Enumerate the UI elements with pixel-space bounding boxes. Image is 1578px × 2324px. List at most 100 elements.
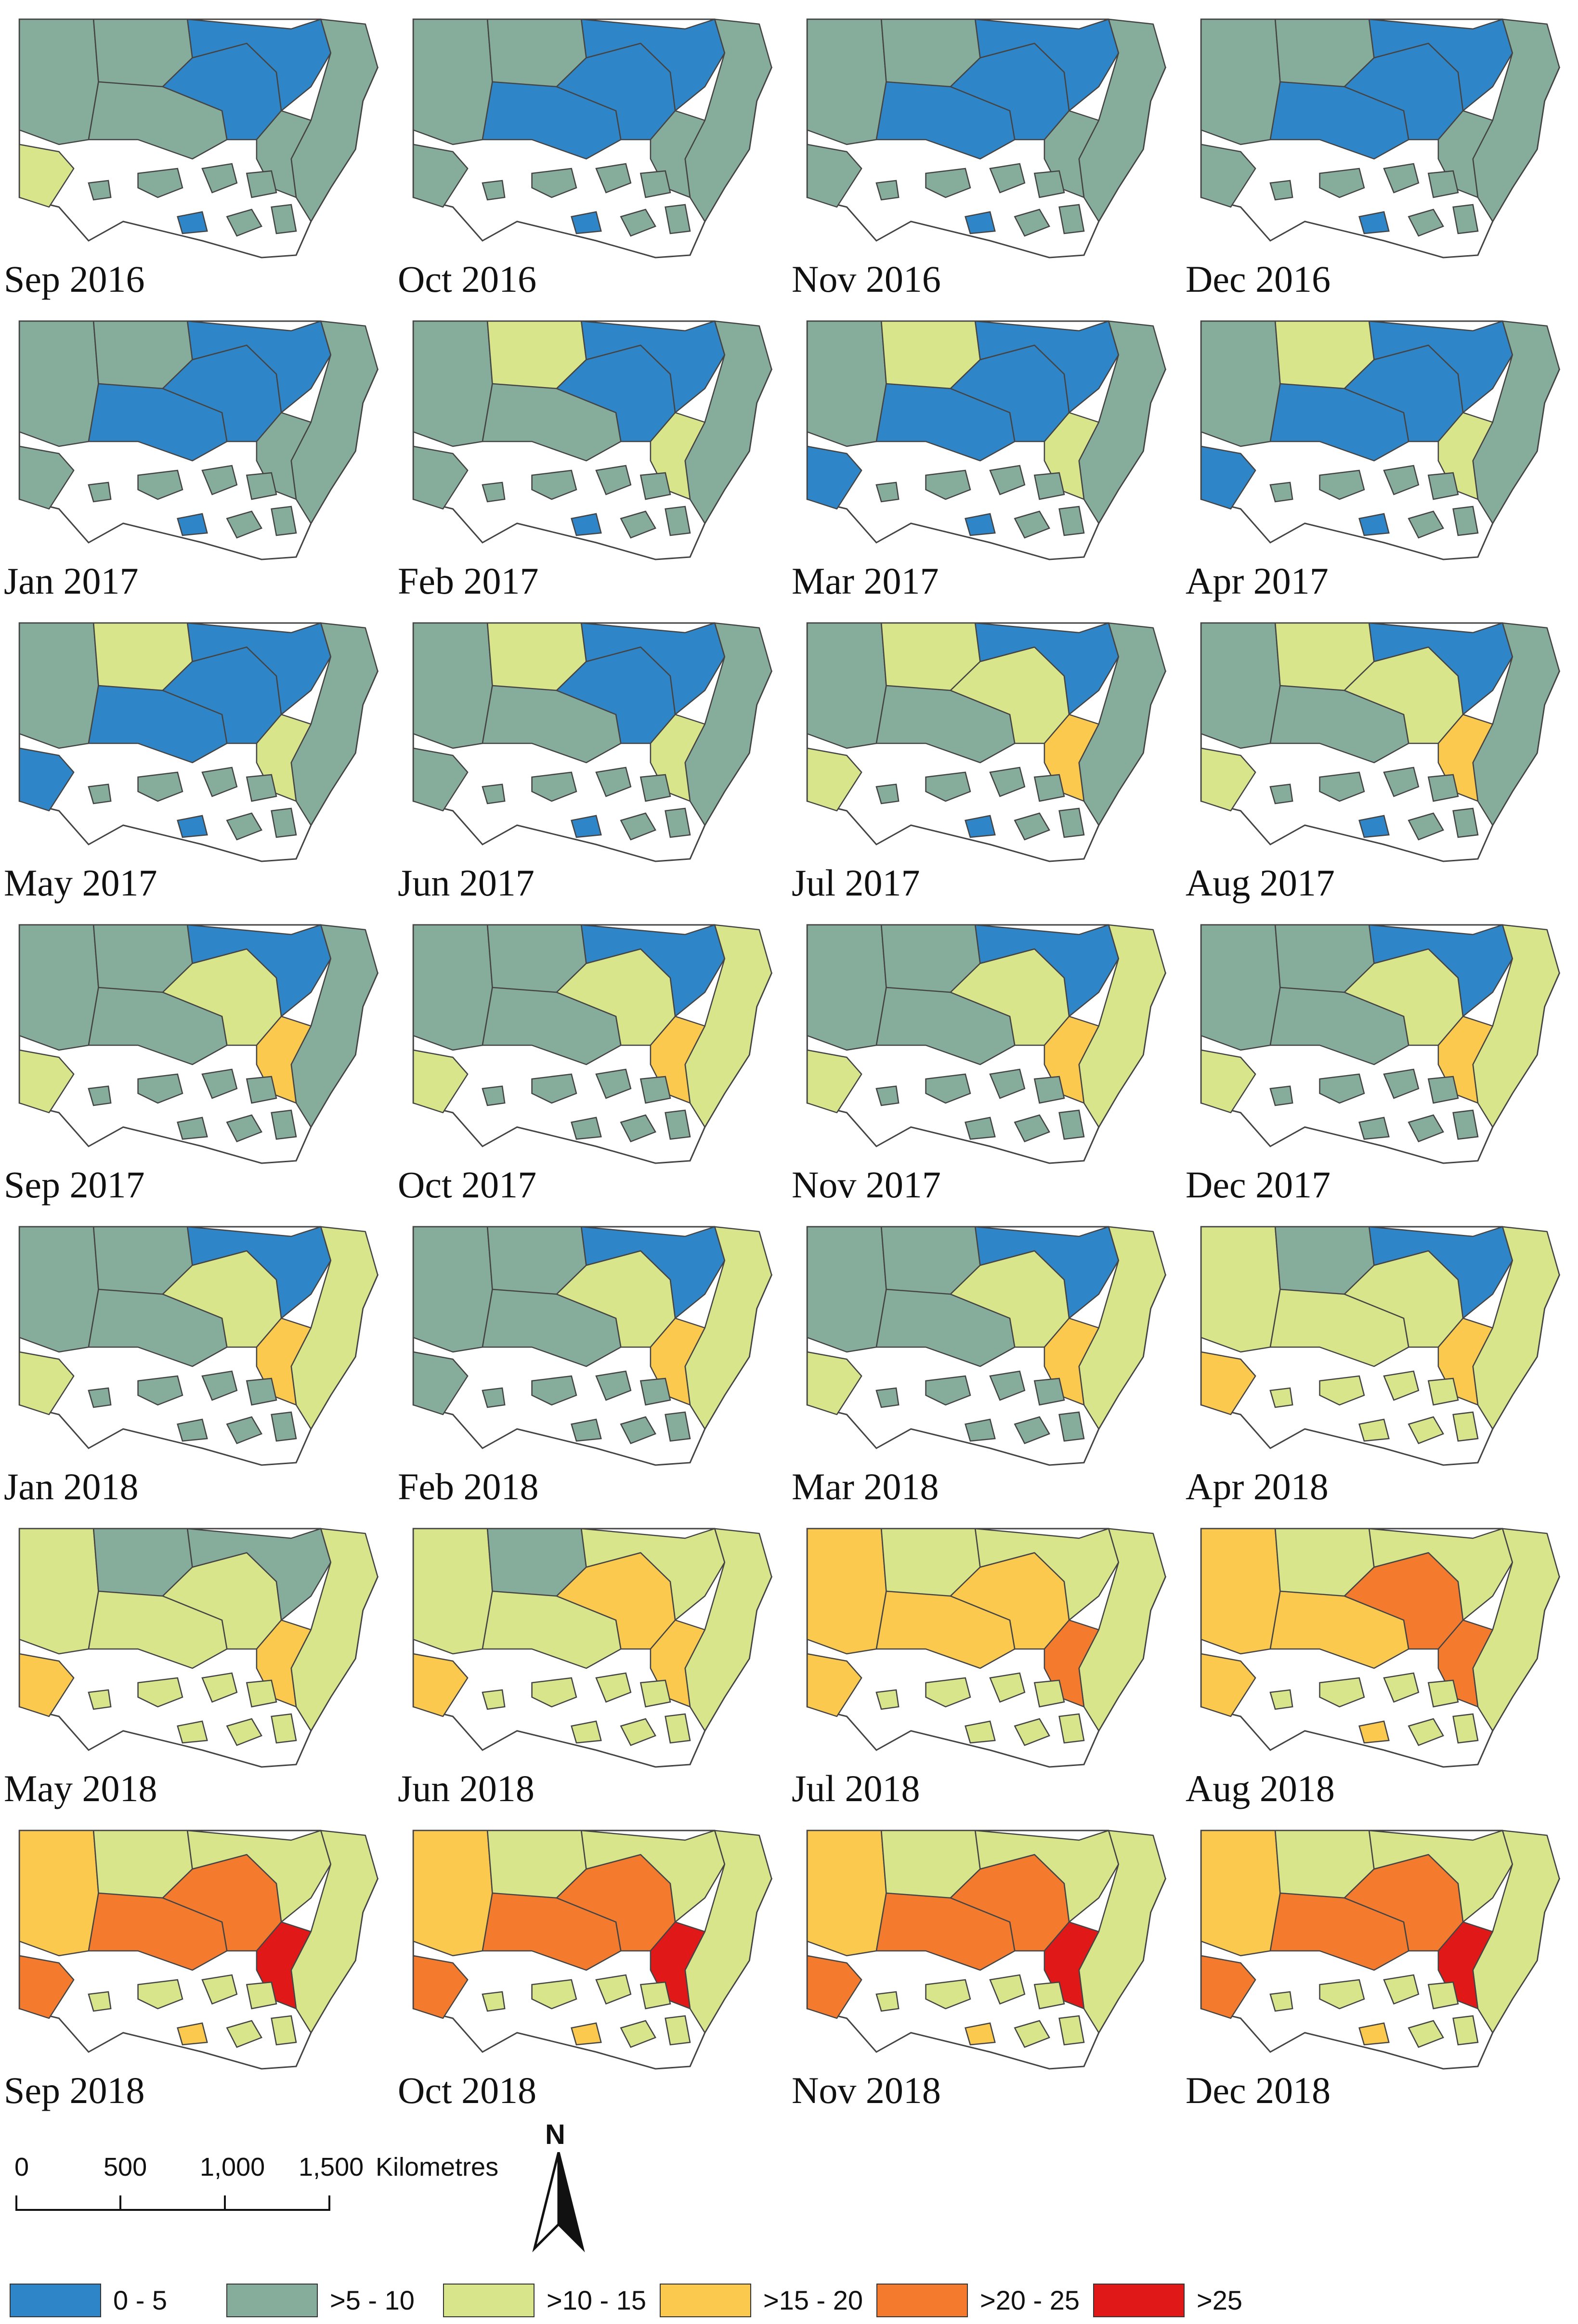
map-panel: May 2017: [0, 618, 385, 917]
region-sw: [18, 1049, 75, 1114]
region-scattered: [201, 1370, 238, 1401]
region-scattered: [875, 1085, 900, 1106]
region-scattered: [1408, 1416, 1445, 1444]
region-sw: [806, 1955, 862, 2019]
region-scattered: [595, 163, 632, 194]
region-scattered: [1269, 481, 1293, 503]
region-scattered: [1058, 204, 1085, 234]
region-scattered: [1427, 472, 1459, 500]
region-scattered: [1358, 2022, 1390, 2046]
region-scattered: [1452, 1713, 1479, 1744]
region-scattered: [989, 1672, 1026, 1703]
region-coast: [1078, 622, 1166, 826]
region-scattered: [1319, 168, 1365, 198]
region-scattered: [639, 472, 671, 500]
region-scattered: [665, 2015, 691, 2046]
region-scattered: [1033, 170, 1065, 198]
region-scattered: [925, 771, 971, 802]
region-scattered: [1427, 1076, 1459, 1104]
map-month-label: Oct 2018: [398, 2069, 537, 2111]
region-coast: [684, 924, 772, 1128]
region-coast: [1472, 1830, 1560, 2034]
region-scattered: [620, 208, 657, 237]
region-coast: [1078, 1830, 1166, 2034]
map-month-label: Sep 2018: [4, 2069, 145, 2111]
region-scattered: [88, 1387, 112, 1408]
map-month-label: Nov 2018: [792, 2069, 941, 2111]
region-scattered: [482, 1085, 506, 1106]
region-sw: [18, 747, 75, 812]
region-scattered: [620, 510, 657, 539]
region-ne: [580, 18, 726, 112]
region-scattered: [1033, 774, 1065, 802]
region-ne: [974, 18, 1120, 112]
region-sw: [806, 1049, 862, 1114]
region-scattered: [1383, 1974, 1420, 2005]
region-scattered: [989, 1370, 1026, 1401]
north-arrow-icon: [532, 2152, 585, 2253]
legend-swatch: [876, 2284, 968, 2317]
region-scattered: [1358, 513, 1390, 536]
region-scattered: [965, 815, 996, 838]
map-month-label: Jun 2018: [398, 1767, 535, 1809]
region-scattered: [226, 208, 263, 237]
region-sw: [1200, 1653, 1256, 1717]
nsw-map: [412, 622, 773, 862]
region-scattered: [531, 1375, 577, 1406]
region-scattered: [925, 168, 971, 198]
map-month-label: Jun 2017: [398, 862, 535, 904]
region-scattered: [1269, 1689, 1293, 1710]
map-month-label: Jan 2018: [4, 1466, 139, 1507]
region-scattered: [271, 1109, 297, 1140]
region-ne: [974, 1528, 1120, 1621]
region-ne: [1368, 1226, 1513, 1319]
region-west: [806, 1528, 887, 1655]
nsw-map: [1200, 1528, 1561, 1768]
region-scattered: [639, 170, 671, 198]
region-ne: [580, 622, 726, 715]
region-scattered: [620, 2020, 657, 2048]
small-multiple-map-grid: Sep 2016 Oct 2016 Nov 2016 Dec 2016 Jan 2017…: [0, 18, 1567, 2111]
region-scattered: [1033, 1076, 1065, 1104]
region-scattered: [226, 1718, 263, 1746]
region-sw: [806, 143, 862, 208]
region-sw: [18, 143, 75, 208]
region-scattered: [1319, 1979, 1365, 2010]
map-month-label: Dec 2016: [1186, 258, 1331, 300]
region-scattered: [639, 1377, 671, 1406]
region-scattered: [531, 1979, 577, 2010]
region-scattered: [1319, 1677, 1365, 1708]
region-coast: [290, 320, 378, 524]
map-month-label: Apr 2018: [1186, 1466, 1329, 1507]
region-coast: [290, 1226, 378, 1430]
region-scattered: [201, 465, 238, 495]
region-scattered: [482, 1387, 506, 1408]
region-scattered: [1383, 1370, 1420, 1401]
region-scattered: [88, 1689, 112, 1710]
region-sw: [806, 747, 862, 812]
region-scattered: [595, 1370, 632, 1401]
region-sw: [412, 1351, 469, 1415]
map-panel: Aug 2018: [1182, 1524, 1567, 1822]
region-west: [18, 622, 99, 749]
region-scattered: [1408, 510, 1445, 539]
nsw-map: [806, 1226, 1167, 1466]
region-scattered: [88, 783, 112, 805]
region-west: [18, 924, 99, 1051]
legend-label: >5 - 10: [330, 2285, 415, 2315]
region-scattered: [965, 2022, 996, 2046]
region-west: [18, 18, 99, 145]
region-coast: [1472, 622, 1560, 826]
region-sw: [1200, 1049, 1256, 1114]
region-scattered: [665, 1411, 691, 1442]
region-west: [412, 320, 493, 447]
map-month-label: Jul 2017: [792, 862, 920, 904]
region-west: [18, 1830, 99, 1957]
region-scattered: [875, 180, 900, 201]
region-ne: [974, 924, 1120, 1017]
region-scattered: [1014, 208, 1051, 237]
region-scattered: [1408, 208, 1445, 237]
scale-tick-label: 500: [104, 2153, 147, 2181]
region-ne: [186, 924, 332, 1017]
region-ne: [186, 18, 332, 112]
